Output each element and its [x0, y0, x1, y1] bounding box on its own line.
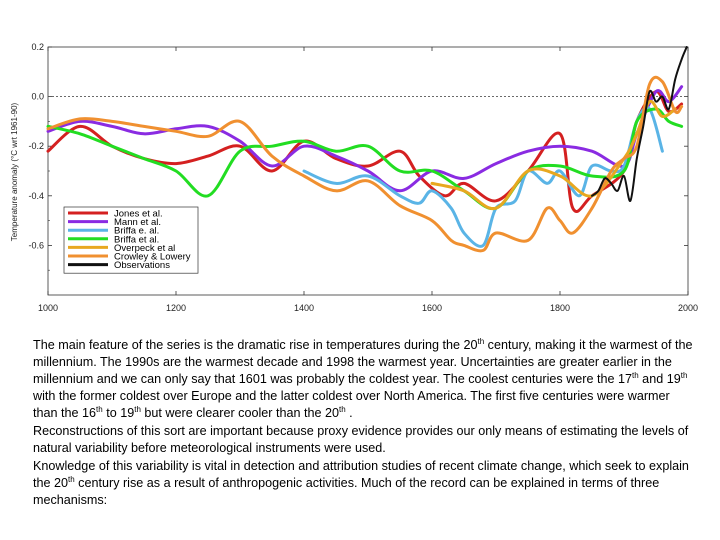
x-tick-label: 1800: [550, 303, 570, 313]
y-axis-label: Temperature anomaly (°C wrt 1961-90): [10, 102, 19, 241]
series-line-crowley-lowery: [46, 75, 684, 253]
caption: The main feature of the series is the dr…: [33, 337, 695, 510]
legend-label: Overpeck et al: [114, 243, 175, 254]
caption-paragraph-3: Knowledge of this variability is vital i…: [33, 459, 689, 507]
series-line-jones-et-al: [46, 90, 684, 213]
x-tick-label: 2000: [678, 303, 698, 313]
legend-label: Crowley & Lowery: [114, 252, 191, 263]
y-tick-label: -0.2: [28, 141, 44, 151]
series-line-observations: [591, 46, 688, 202]
series-line-briffa-e-al: [302, 106, 664, 248]
legend-label: Jones et al.: [114, 209, 163, 220]
legend-label: Observations: [114, 260, 170, 271]
y-tick-label: -0.4: [28, 191, 44, 201]
legend-label: Mann et al.: [114, 217, 161, 228]
caption-paragraph-2: Reconstructions of this sort are importa…: [33, 424, 689, 455]
y-tick-label: -0.6: [28, 240, 44, 250]
y-tick-label: 0.0: [31, 92, 44, 102]
y-tick-label: 0.2: [31, 42, 44, 52]
legend-label: Briffa e. al.: [114, 226, 159, 237]
x-tick-label: 1400: [294, 303, 314, 313]
legend-label: Briffa et al.: [114, 234, 159, 245]
legend: Jones et al.Mann et al.Briffa e. al.Brif…: [63, 206, 199, 274]
x-tick-label: 1200: [166, 303, 186, 313]
temperature-chart: 1000 1200 1400 1600 1800 2000 0.2 0.0 -0.2 -0.4 -0…: [10, 42, 698, 313]
caption-paragraph-1: The main feature of the series is the dr…: [33, 336, 693, 420]
x-tick-label: 1000: [38, 303, 58, 313]
series-line-briffa-et-al: [46, 107, 684, 211]
x-tick-label: 1600: [422, 303, 442, 313]
